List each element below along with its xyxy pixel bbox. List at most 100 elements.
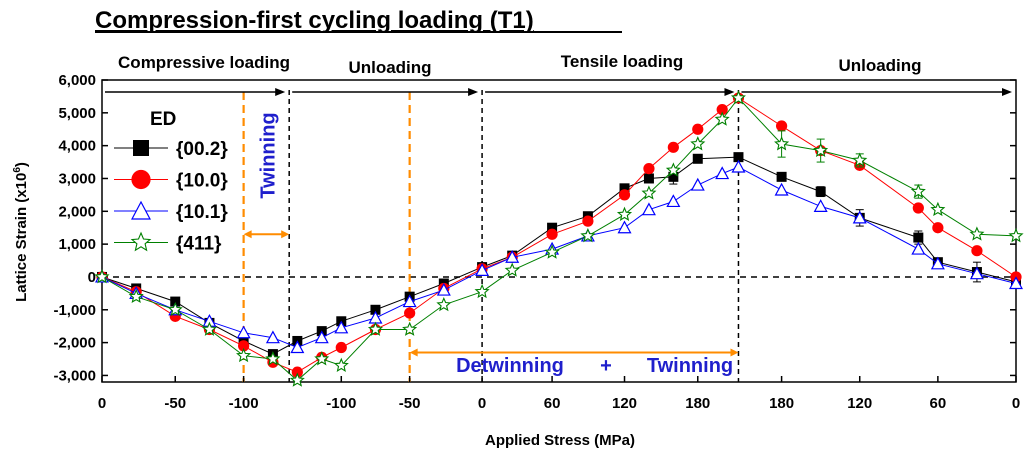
data-point	[852, 152, 868, 167]
data-point	[544, 244, 560, 259]
data-point	[692, 123, 704, 135]
series-square	[97, 152, 1021, 360]
data-point	[932, 222, 944, 234]
chart-title: Compression-first cycling loading (T1)	[95, 7, 534, 34]
legend-label: {10.0}	[176, 171, 228, 192]
x-tick-label: -100	[229, 395, 259, 412]
data-point	[505, 250, 520, 263]
data-point	[236, 347, 252, 363]
twinning-range-arrowhead-left	[243, 230, 252, 239]
data-point	[913, 232, 924, 243]
data-point	[815, 186, 826, 197]
data-point	[618, 189, 631, 201]
x-tick-label: -50	[399, 395, 421, 412]
y-tick-label: 1,000	[58, 236, 96, 253]
data-point	[930, 201, 946, 217]
data-point	[289, 372, 305, 387]
y-tick-label: -2,000	[53, 335, 96, 352]
data-point	[911, 241, 926, 255]
twinning-label: Twinning	[257, 112, 279, 198]
y-tick-label: -1,000	[53, 302, 96, 319]
data-point	[715, 166, 730, 180]
data-point	[619, 183, 630, 194]
legend-label: {00.2}	[176, 139, 228, 160]
data-point	[265, 351, 281, 366]
data-point	[692, 153, 703, 164]
data-point	[402, 321, 418, 336]
data-point	[1008, 276, 1024, 290]
x-tick-label: 0	[98, 395, 106, 412]
legend-marker	[131, 169, 151, 190]
data-point	[236, 325, 251, 339]
x-tick-label: -50	[164, 395, 186, 412]
legend-marker	[133, 140, 149, 156]
data-point	[733, 152, 744, 163]
legend-marker	[130, 231, 152, 252]
data-point	[969, 226, 985, 241]
data-point	[969, 266, 984, 280]
annotations-layer: Twinning Detwinning + Twinning	[105, 88, 1012, 377]
data-point	[690, 136, 706, 151]
data-point	[716, 103, 728, 116]
data-point	[643, 163, 655, 175]
data-point	[731, 159, 746, 173]
phase-arrow-head	[724, 88, 735, 96]
phase-label-unloading-1: Unloading	[348, 58, 431, 77]
x-tick-label: 0	[478, 395, 486, 412]
data-point	[367, 321, 383, 336]
data-point	[852, 210, 867, 224]
series-triangle	[94, 159, 1024, 354]
data-point	[170, 296, 181, 307]
data-point	[813, 142, 829, 157]
y-tick-label: 6,000	[58, 72, 96, 89]
data-point	[265, 330, 280, 344]
x-tick-label: 60	[544, 395, 561, 412]
data-point	[813, 199, 828, 212]
legend-marker	[131, 200, 151, 220]
x-tick-label: -100	[326, 395, 356, 412]
data-point	[665, 162, 681, 177]
detwinning-arrowhead-right	[730, 348, 739, 357]
phase-arrow-head	[468, 88, 479, 96]
phase-label-unloading-2: Unloading	[838, 56, 921, 75]
data-point	[128, 288, 144, 304]
y-tick-label: -3,000	[53, 367, 96, 384]
data-point	[546, 228, 558, 240]
data-point	[667, 141, 679, 153]
series-line	[101, 156, 1017, 355]
data-point	[910, 183, 926, 199]
data-point	[668, 171, 679, 182]
data-point	[616, 206, 633, 221]
data-point	[290, 340, 305, 354]
detwinning-arrowhead-left	[409, 348, 418, 357]
y-axis-label-exponent: 6	[12, 167, 23, 173]
data-point	[580, 227, 596, 243]
data-point	[774, 136, 790, 151]
detwinning-label: Detwinning	[456, 355, 564, 377]
data-point	[291, 366, 303, 378]
data-point	[475, 263, 490, 276]
legend-title: ED	[150, 109, 176, 130]
data-point	[333, 357, 349, 372]
data-point	[334, 320, 349, 334]
y-tick-label: 0	[88, 269, 96, 286]
y-tick-label: 3,000	[58, 170, 96, 187]
data-point	[690, 177, 705, 191]
data-point	[641, 185, 657, 200]
data-point	[714, 111, 730, 126]
x-tick-label: 180	[685, 395, 710, 412]
data-point	[370, 304, 381, 315]
data-point	[1008, 227, 1024, 243]
data-point	[504, 262, 520, 277]
data-point	[167, 301, 183, 317]
detwinning-plus-label: +	[600, 355, 612, 377]
data-point	[971, 245, 983, 257]
series-layer	[94, 90, 1024, 387]
data-point	[641, 202, 656, 216]
x-tick-label: 120	[612, 395, 637, 412]
y-axis-label-group: Lattice Strain (x106)	[12, 162, 30, 302]
data-point	[314, 351, 330, 366]
data-point	[775, 120, 788, 132]
y-tick-label: 2,000	[58, 203, 96, 220]
